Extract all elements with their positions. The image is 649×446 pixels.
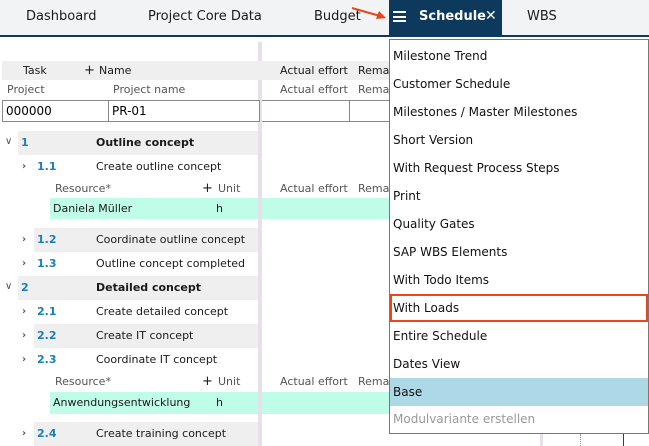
column-name: Name [99,64,132,77]
column-remaining: Remai [358,182,393,195]
chevron-right-icon[interactable]: › [22,234,27,245]
project-number-input[interactable] [2,100,109,122]
project-header-row: Project Project name Actual effort Remai [0,80,393,99]
task-number: 2 [21,281,29,294]
tab-budget[interactable]: Budget [314,9,361,24]
task-name: Create outline concept [96,160,222,173]
pane-splitter[interactable] [258,42,262,446]
task-number: 2.3 [37,353,57,366]
menu-item-request-process-steps[interactable]: With Request Process Steps [393,161,560,175]
menu-item-customer-schedule[interactable]: Customer Schedule [393,77,511,91]
task-number: 1.2 [37,233,57,246]
menu-item-dates-view[interactable]: Dates View [393,357,461,371]
resource-header-row: Resource* + Unit Actual effort Remai [0,372,393,392]
column-task: Task [23,64,47,77]
chevron-right-icon[interactable]: › [22,428,27,439]
menu-item-with-loads[interactable]: With Loads [390,294,648,322]
column-unit: Unit [218,375,241,388]
project-name-input[interactable] [108,100,260,122]
task-name: Coordinate outline concept [96,233,246,246]
chevron-down-icon[interactable]: ∨ [5,281,13,292]
label-project: Project [7,83,45,96]
today-line [623,434,624,446]
task-number: 1.3 [37,257,57,270]
column-remaining: Remai [358,375,393,388]
column-actual-effort: Actual effort [280,64,348,77]
task-number: 2.2 [37,329,57,342]
column-actual-effort: Actual effort [280,182,348,195]
menu-item-print[interactable]: Print [393,189,421,203]
menu-item-entire-schedule[interactable]: Entire Schedule [393,329,488,343]
tab-project-core-data[interactable]: Project Core Data [148,9,262,24]
resource-header-row: Resource* + Unit Actual effort Remai [0,179,393,198]
column-remaining: Remai [358,64,393,77]
tab-bar: Dashboard Project Core Data Budget Sched… [0,0,649,37]
column-header-row: Task + Name Actual effort Remai [2,61,392,80]
resource-unit: h [216,396,223,409]
gantt-column-line [540,434,543,446]
chevron-right-icon[interactable]: › [22,354,27,365]
resource-row[interactable]: Daniela Müller h [50,198,390,219]
resource-row[interactable]: Anwendungsentwicklung h [50,392,390,414]
chevron-right-icon[interactable]: › [22,306,27,317]
resource-name: Daniela Müller [53,202,133,215]
task-row[interactable] [34,228,258,252]
tab-schedule-label: Schedule [419,9,486,24]
label-actual-effort: Actual effort [280,83,348,96]
project-effort-cell[interactable] [262,100,390,122]
task-number: 2.1 [37,305,57,318]
column-resource: Resource* [55,182,111,195]
task-row[interactable] [18,131,258,155]
tab-dashboard[interactable]: Dashboard [26,9,97,24]
task-row[interactable] [34,422,258,446]
gantt-grid-line [580,434,581,446]
add-column-icon[interactable]: + [202,181,213,196]
task-name: Outline concept completed [96,257,246,270]
chevron-right-icon[interactable]: › [22,161,27,172]
menu-item-create-module-variant: Modulvariante erstellen [393,412,536,426]
label-project-name: Project name [113,83,186,96]
close-icon[interactable]: ✕ [485,8,497,24]
pane-splitter [258,198,262,219]
task-name: Outline concept [96,136,195,149]
annotation-arrow-icon [351,7,386,19]
task-name: Coordinate IT concept [96,353,218,366]
hamburger-menu-icon[interactable] [393,11,406,22]
add-column-icon[interactable]: + [202,374,213,389]
task-number: 1 [21,136,29,149]
task-number: 2.4 [37,427,57,440]
task-row[interactable] [18,276,258,300]
menu-item-milestone-trend[interactable]: Milestone Trend [393,49,488,63]
task-name: Detailed concept [96,281,201,294]
task-row[interactable] [34,324,258,348]
task-number: 1.1 [37,160,57,173]
menu-item-base[interactable]: Base [390,378,648,406]
schedule-view-menu: Milestone Trend Customer Schedule Milest… [389,39,649,434]
task-name: Create detailed concept [96,305,229,318]
menu-item-quality-gates[interactable]: Quality Gates [393,217,475,231]
cell-separator [349,101,350,121]
menu-item-sap-wbs-elements[interactable]: SAP WBS Elements [393,245,508,259]
tab-wbs[interactable]: WBS [527,9,557,24]
chevron-down-icon[interactable]: ∨ [5,136,13,147]
column-resource: Resource* [55,375,111,388]
column-actual-effort: Actual effort [280,375,348,388]
menu-item-todo-items[interactable]: With Todo Items [393,273,490,287]
add-column-icon[interactable]: + [84,63,95,78]
label-remaining: Remai [358,83,393,96]
column-unit: Unit [218,182,241,195]
menu-item-milestones-master[interactable]: Milestones / Master Milestones [393,105,578,119]
menu-item-short-version[interactable]: Short Version [393,133,474,147]
chevron-right-icon[interactable]: › [22,258,27,269]
resource-unit: h [216,202,223,215]
task-name: Create IT concept [96,329,194,342]
task-name: Create training concept [96,427,227,440]
chevron-right-icon[interactable]: › [22,330,27,341]
tab-schedule[interactable]: Schedule ✕ [389,0,502,35]
pane-splitter [258,392,262,414]
resource-name: Anwendungsentwicklung [53,396,191,409]
